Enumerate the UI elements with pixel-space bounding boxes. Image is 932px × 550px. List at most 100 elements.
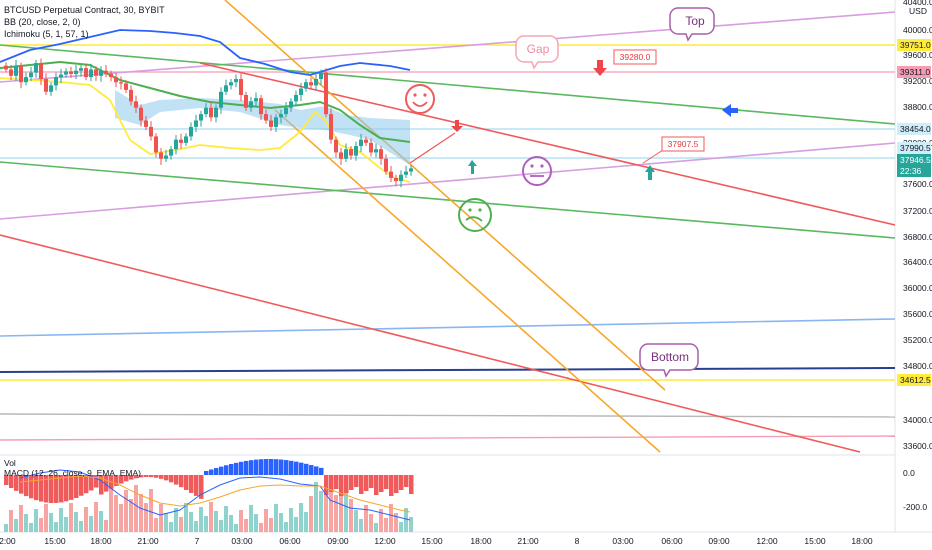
macd-histogram-bar <box>99 475 104 495</box>
volume-bar <box>234 524 238 532</box>
volume-bar <box>384 518 388 532</box>
candle-body <box>319 72 323 80</box>
candle-body <box>224 85 228 92</box>
macd-histogram-bar <box>19 475 24 494</box>
volume-bar <box>64 517 68 532</box>
volume-bar <box>214 511 218 532</box>
volume-bar <box>104 520 108 532</box>
candle-body <box>74 70 78 74</box>
chart-legend: BTCUSD Perpetual Contract, 30, BYBIT BB … <box>4 4 165 40</box>
macd-histogram-bar <box>324 475 329 495</box>
candle-body <box>4 65 8 70</box>
candle-body <box>154 136 158 153</box>
candle-body <box>59 74 63 78</box>
candle-body <box>384 158 388 172</box>
level-blue <box>0 318 896 337</box>
candle-body <box>174 139 178 150</box>
price-tick-label: 33600.0 <box>903 441 932 451</box>
volume-bar <box>34 509 38 532</box>
volume-bar <box>224 506 228 532</box>
volume-bar <box>279 513 283 532</box>
vol-indicator-label[interactable]: Vol <box>4 458 16 468</box>
macd-histogram-bar <box>379 475 384 492</box>
price-level-label: 34612.5 <box>900 375 931 385</box>
price-level-label: 37946.5 <box>900 155 931 165</box>
bb-indicator-label[interactable]: BB (20, close, 2, 0) <box>4 17 81 27</box>
volume-bar <box>44 504 48 532</box>
candle-body <box>189 126 193 137</box>
volume-bar <box>379 509 383 532</box>
volume-bar <box>399 522 403 532</box>
trend-red-low <box>0 234 861 453</box>
time-tick-label: 21:00 <box>137 536 159 546</box>
macd-histogram-bar <box>344 475 349 493</box>
trend-purple-top <box>0 11 896 83</box>
price-tag-37907: 37907.5 <box>642 136 705 164</box>
price-tag-39280: 39280.0 <box>613 49 657 65</box>
candle-body <box>164 155 168 159</box>
level-navy <box>0 367 896 373</box>
price-tick-label: 36400.0 <box>903 257 932 267</box>
macd-histogram-bar <box>24 475 29 497</box>
macd-histogram-bar <box>274 459 279 475</box>
volume-bar <box>204 516 208 532</box>
macd-tick-label: -200.0 <box>903 502 927 512</box>
candle-body <box>374 149 378 153</box>
price-tick-label: 37600.0 <box>903 179 932 189</box>
candle-body <box>204 107 208 115</box>
macd-histogram-bar <box>59 475 64 503</box>
time-tick-label: 03:00 <box>231 536 253 546</box>
candle-body <box>69 71 73 74</box>
price-level-label: 37990.5 <box>900 143 931 153</box>
ichimoku-cloud <box>115 90 410 165</box>
time-axis[interactable]: 12:00 15:00 18:00 21:00 7 03:00 06:00 09:00 12:0… <box>0 536 873 546</box>
volume-bar <box>409 517 413 532</box>
volume-bar <box>314 482 318 532</box>
candle-body <box>314 79 318 86</box>
candle-body <box>104 70 108 74</box>
arrow-left-icon <box>722 104 738 117</box>
price-tick-label: 36800.0 <box>903 232 932 242</box>
symbol-title[interactable]: BTCUSD Perpetual Contract, 30, BYBIT <box>4 5 165 15</box>
time-tick-label: 12:00 <box>756 536 778 546</box>
candle-body <box>89 69 93 78</box>
macd-histogram-bar <box>244 460 249 475</box>
volume-bar <box>164 513 168 532</box>
candle-body <box>129 89 133 102</box>
price-level-label: 39751.0 <box>900 40 931 50</box>
candle-body <box>299 88 303 95</box>
candle-body <box>199 114 203 121</box>
price-axis[interactable]: 40000.039600.039200.038800.038000.037600… <box>897 0 932 512</box>
time-tick-label: 7 <box>195 536 200 546</box>
candle-body <box>334 139 338 153</box>
level-gray <box>0 413 896 418</box>
price-tick-label: 36000.0 <box>903 283 932 293</box>
candle-body <box>289 101 293 108</box>
time-tick-label: 09:00 <box>708 536 730 546</box>
macd-histogram-bar <box>259 459 264 475</box>
candle-body <box>354 146 358 156</box>
candle-body <box>339 152 343 159</box>
svg-text:37907.5: 37907.5 <box>668 139 699 149</box>
volume-bar <box>4 524 8 532</box>
macd-histogram-bar <box>304 463 309 475</box>
candle-body <box>194 120 198 127</box>
volume-bar <box>144 503 148 532</box>
macd-histogram-bar <box>169 475 174 483</box>
volume-bar <box>289 508 293 532</box>
ichimoku-indicator-label[interactable]: Ichimoku (5, 1, 57, 1) <box>4 29 89 39</box>
macd-histogram-bar <box>149 475 154 478</box>
volume-bar <box>159 504 163 532</box>
candle-body <box>329 114 333 140</box>
price-tick-label: 35600.0 <box>903 309 932 319</box>
macd-tick-label: 0.0 <box>903 468 915 478</box>
volume-bar <box>199 507 203 532</box>
macd-histogram-bar <box>74 475 79 499</box>
macd-indicator-label[interactable]: MACD (12, 26, close, 9, EMA, EMA) <box>4 468 141 478</box>
level-pink-bottom <box>0 435 896 441</box>
price-tick-label: 35200.0 <box>903 335 932 345</box>
candle-body <box>49 85 53 92</box>
macd-histogram-bar <box>104 475 109 492</box>
time-tick-label: 15:00 <box>44 536 66 546</box>
